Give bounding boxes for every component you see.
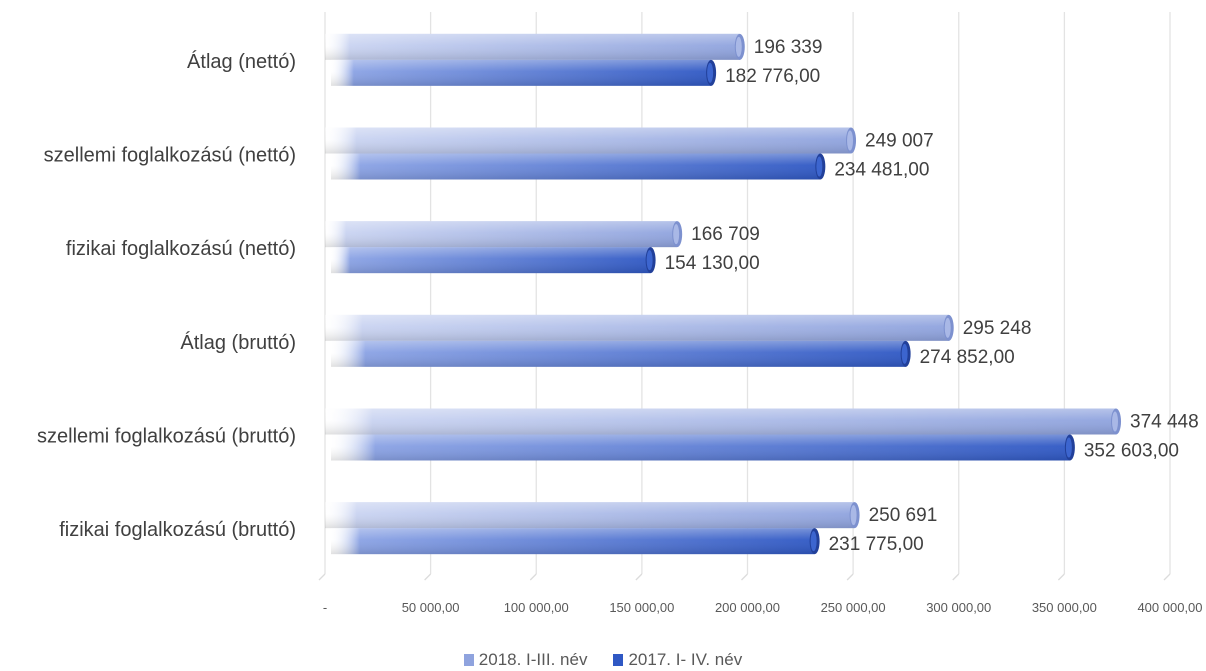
value-label: 250 691 (869, 505, 938, 526)
gridline-foot (318, 573, 326, 581)
value-label: 182 776,00 (725, 66, 820, 87)
bar-sheen (331, 434, 1070, 461)
bar-sheen (325, 33, 740, 60)
gridline-foot (1057, 573, 1065, 581)
bar-cap-inner (673, 224, 680, 245)
bar-cap-inner (707, 62, 714, 83)
category-label: fizikai foglalkozású (bruttó) (59, 519, 296, 541)
bar-sheen (325, 314, 949, 341)
bar-cap-inner (1065, 437, 1072, 458)
value-label: 231 775,00 (829, 534, 924, 555)
x-tick-label: 200 000,00 (715, 600, 780, 615)
category-label: Átlag (nettó) (187, 50, 296, 73)
x-tick-label: 250 000,00 (821, 600, 886, 615)
legend-item-2018: 2018. I-III. név (463, 648, 588, 671)
value-label: 196 339 (754, 37, 823, 58)
legend-label-2018: 2018. I-III. név (478, 649, 588, 669)
x-tick-label: 100 000,00 (504, 600, 569, 615)
gridline-foot (952, 573, 960, 581)
value-label: 274 852,00 (920, 347, 1015, 368)
bar-cap-inner (810, 531, 817, 552)
bar-sheen (331, 528, 815, 555)
value-label: 374 448 (1130, 412, 1199, 433)
value-label: 166 709 (691, 224, 760, 245)
category-label: fizikai foglalkozású (nettó) (66, 238, 296, 260)
value-label: 234 481,00 (834, 160, 929, 181)
bar-sheen (331, 247, 651, 274)
bar-cap-inner (646, 250, 653, 271)
x-tick-label: 300 000,00 (926, 600, 991, 615)
x-tick-label: 400 000,00 (1137, 600, 1202, 615)
bar-sheen (325, 127, 852, 154)
bar-sheen (331, 59, 712, 86)
x-tick-label: 350 000,00 (1032, 600, 1097, 615)
bar-sheen (331, 340, 906, 367)
x-tick-label: 50 000,00 (402, 600, 460, 615)
bar-cap-inner (847, 130, 854, 151)
gridline-foot (846, 573, 854, 581)
x-tick-label: 150 000,00 (609, 600, 674, 615)
gridline-foot (1163, 573, 1171, 581)
legend-label-2017: 2017. I- IV. név (628, 649, 743, 669)
bar-cap-inner (735, 36, 742, 57)
bar-sheen (325, 408, 1117, 435)
category-label: Átlag (bruttó) (180, 331, 296, 354)
bar-cap-inner (1112, 411, 1119, 432)
value-label: 249 007 (865, 131, 934, 152)
gridline-foot (741, 573, 748, 581)
bar-cap-inner (944, 317, 951, 338)
legend-item-2017: 2017. I- IV. név (613, 648, 742, 671)
category-label: szellemi foglalkozású (bruttó) (37, 426, 296, 448)
legend-swatch-2018 (463, 653, 474, 666)
x-tick-label: - (323, 600, 327, 615)
bar-sheen (331, 153, 821, 180)
value-label: 352 603,00 (1084, 441, 1179, 462)
value-label: 154 130,00 (665, 253, 760, 274)
bar-cap-inner (901, 343, 908, 364)
gridline-foot (529, 573, 537, 581)
chart-legend: 2018. I-III. név 2017. I- IV. név (0, 648, 1206, 671)
gridline-foot (635, 573, 643, 581)
bar-cap-inner (816, 156, 823, 177)
gridline-foot (424, 573, 432, 581)
value-label: 295 248 (963, 318, 1032, 339)
bar-sheen (325, 502, 855, 529)
legend-swatch-2017 (613, 653, 624, 666)
category-label: szellemi foglalkozású (nettó) (44, 145, 296, 167)
bar-cap-inner (850, 505, 857, 526)
bar-sheen (325, 221, 678, 248)
